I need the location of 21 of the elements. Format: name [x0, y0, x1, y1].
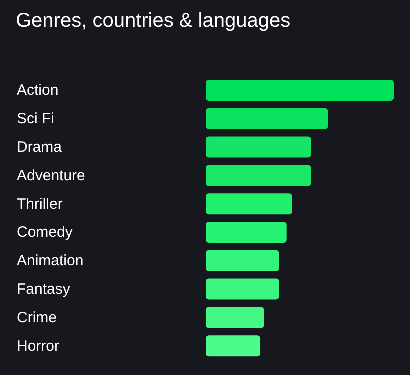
y-tick-label: Horror [17, 338, 60, 355]
y-tick-label: Action [17, 82, 59, 100]
bar [206, 136, 312, 158]
y-tick-label: Fantasy [17, 281, 71, 298]
y-tick-label: Sci Fi [17, 110, 54, 128]
y-tick-label: Thriller [17, 196, 63, 213]
bar [206, 108, 328, 130]
y-tick-label: Comedy [17, 224, 74, 242]
bar [206, 250, 280, 272]
y-tick-label: Animation [17, 252, 84, 270]
y-tick-label: Drama [17, 139, 63, 156]
bar [206, 165, 312, 186]
bar [206, 278, 280, 300]
chart-title: Genres, countries & languages [16, 10, 291, 33]
y-tick-label: Crime [17, 309, 57, 326]
bar [206, 222, 287, 243]
bar [206, 336, 261, 357]
bar [206, 80, 394, 101]
bar [206, 307, 264, 328]
bar [206, 194, 292, 215]
y-tick-label: Adventure [17, 167, 86, 184]
